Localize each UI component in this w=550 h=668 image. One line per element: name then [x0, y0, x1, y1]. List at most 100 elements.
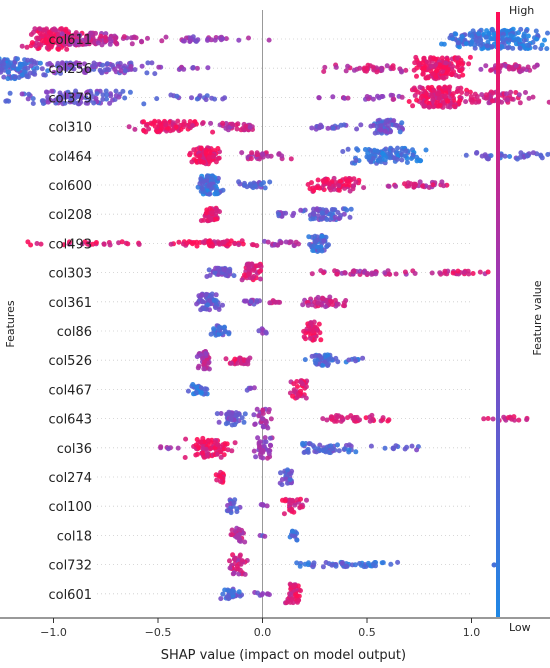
feature-label-col526: col526	[48, 354, 92, 369]
shap-point-col493	[240, 241, 246, 247]
shap-point-col303	[442, 268, 448, 274]
shap-point-col732	[294, 560, 300, 566]
shap-point-col464	[354, 146, 360, 152]
shap-point-col379	[464, 91, 470, 97]
shap-point-col601	[229, 590, 235, 596]
shap-point-col464	[239, 150, 245, 156]
shap-point-col611	[478, 37, 484, 43]
shap-point-col274	[285, 480, 290, 486]
shap-point-col303	[393, 271, 399, 277]
shap-point-col611	[448, 32, 454, 38]
shap-point-col526	[228, 360, 234, 366]
shap-point-col256	[15, 56, 20, 62]
feature-label-col36: col36	[57, 442, 92, 457]
shap-point-col600	[326, 181, 332, 187]
shap-point-col361	[323, 304, 328, 310]
shap-point-col208	[213, 206, 219, 212]
shap-point-col208	[329, 207, 335, 212]
shap-point-col379	[6, 98, 12, 104]
shap-point-col464	[216, 155, 222, 161]
shap-point-col611	[31, 29, 36, 35]
shap-point-col256	[24, 74, 30, 79]
shap-point-col256	[436, 62, 442, 68]
shap-point-col379	[530, 94, 536, 100]
shap-point-col256	[12, 74, 18, 80]
shap-point-col526	[318, 355, 324, 361]
shap-point-col493	[236, 242, 242, 248]
shap-point-col600	[258, 182, 264, 187]
shap-point-col732	[320, 564, 326, 570]
shap-point-col379	[78, 99, 84, 105]
shap-point-col310	[309, 125, 315, 131]
shap-point-col256	[37, 60, 43, 66]
shap-point-col379	[113, 93, 119, 99]
shap-point-col464	[206, 154, 212, 160]
shap-point-col361	[330, 302, 335, 307]
shap-point-col467	[298, 388, 304, 394]
shap-point-col601	[220, 591, 226, 597]
shap-point-col256	[139, 63, 145, 69]
shap-point-col100	[304, 497, 309, 503]
shap-point-col611	[62, 39, 68, 45]
shap-point-col256	[412, 60, 418, 66]
shap-point-col303	[373, 271, 379, 277]
shap-point-col600	[411, 184, 417, 190]
shap-point-col643	[268, 416, 274, 422]
shap-point-col36	[346, 447, 352, 453]
shap-point-col643	[260, 407, 266, 413]
shap-point-col256	[60, 61, 66, 67]
shap-point-col36	[262, 435, 268, 441]
shap-point-col611	[524, 42, 530, 48]
shap-point-col310	[338, 122, 344, 128]
shap-point-col464	[288, 156, 294, 162]
shap-point-col310	[156, 119, 162, 125]
shap-point-col36	[214, 442, 220, 448]
shap-point-col732	[395, 559, 401, 565]
shap-point-col256	[420, 60, 426, 66]
shap-point-col643	[241, 419, 247, 425]
shap-point-col256	[449, 71, 455, 76]
shap-point-col379	[83, 100, 89, 106]
shap-point-col256	[28, 63, 34, 69]
shap-point-col379	[174, 93, 180, 99]
shap-point-col600	[417, 179, 423, 185]
shap-point-col732	[238, 561, 244, 567]
shap-point-col303	[250, 267, 256, 273]
shap-point-col467	[291, 387, 297, 393]
shap-point-col36	[258, 449, 264, 455]
shap-point-col611	[491, 31, 497, 37]
shap-point-col464	[249, 150, 255, 156]
shap-point-col256	[19, 72, 25, 78]
shap-point-col611	[187, 38, 193, 44]
shap-point-col379	[469, 99, 475, 105]
shap-point-col208	[201, 217, 207, 223]
shap-point-col600	[247, 181, 253, 187]
shap-point-col256	[517, 69, 523, 75]
shap-point-col611	[521, 37, 527, 43]
shap-point-col86	[263, 329, 269, 335]
shap-point-col643	[228, 414, 234, 420]
shap-point-col379	[197, 93, 203, 99]
shap-point-col379	[431, 104, 437, 110]
shap-point-col36	[336, 448, 342, 454]
shap-point-col256	[459, 61, 465, 67]
shap-point-col36	[324, 444, 330, 450]
shap-point-col303	[470, 271, 476, 276]
shap-point-col310	[383, 118, 389, 124]
shap-point-col256	[384, 63, 390, 69]
shap-point-col643	[214, 411, 220, 417]
shap-point-col379	[517, 100, 523, 106]
shap-point-col611	[223, 36, 229, 42]
shap-point-col732	[365, 560, 371, 566]
shap-point-col493	[25, 239, 31, 245]
shap-point-col310	[180, 122, 186, 128]
shap-point-col600	[333, 180, 339, 185]
shap-point-col36	[258, 454, 264, 460]
shap-point-col303	[466, 271, 472, 277]
shap-point-col379	[168, 92, 174, 98]
shap-point-col303	[257, 262, 263, 268]
shap-point-col36	[330, 446, 335, 452]
shap-point-col464	[353, 158, 359, 164]
shap-point-col310	[210, 129, 216, 135]
shap-point-col526	[335, 359, 341, 365]
